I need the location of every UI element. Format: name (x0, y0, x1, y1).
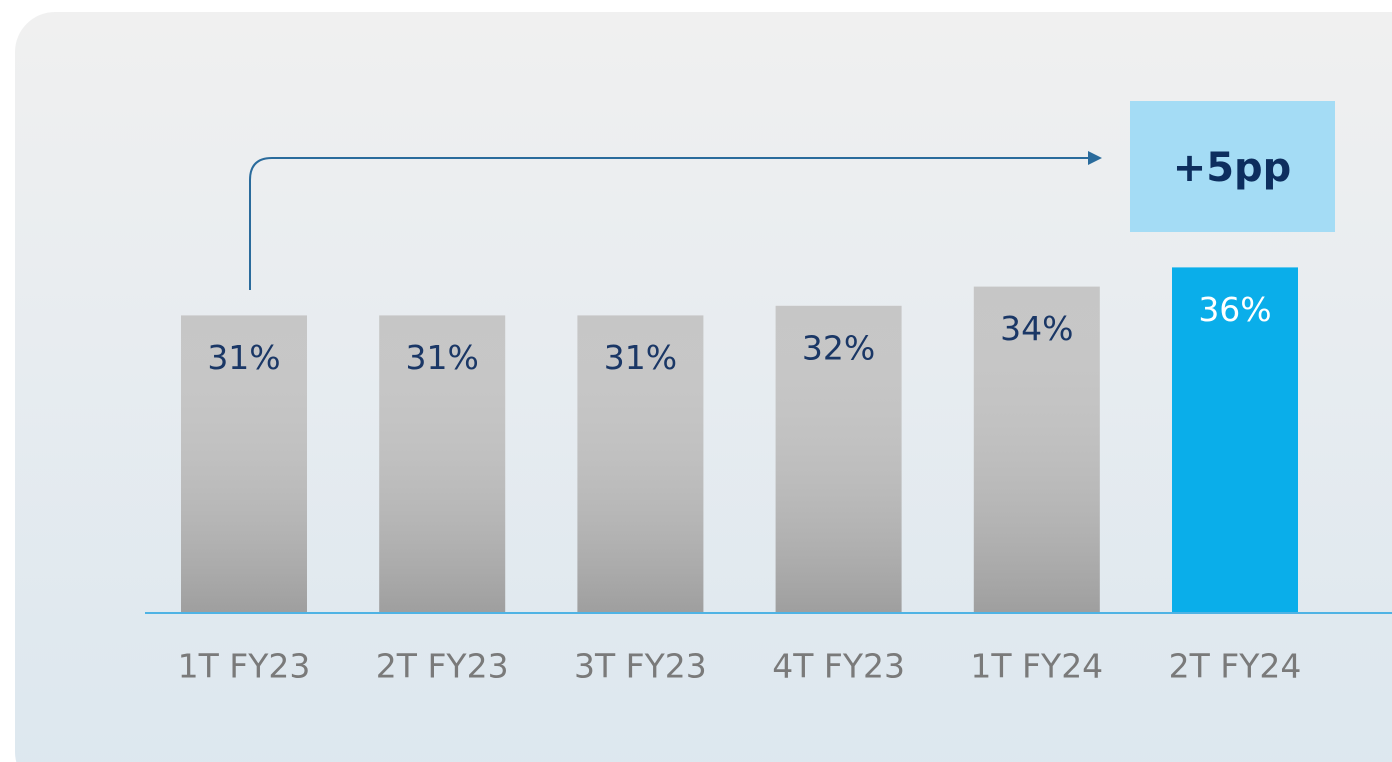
x-tick-label: 2T FY23 (376, 647, 509, 686)
trend-arrow (249, 157, 1090, 290)
annotation: +5pp (1173, 145, 1292, 191)
x-tick-label: 2T FY24 (1169, 647, 1302, 686)
bar-shade (775, 305, 902, 613)
value-label: 31% (406, 338, 479, 377)
annotation-box (1130, 101, 1335, 232)
bar-shade (577, 315, 704, 613)
x-tick-label: 1T FY24 (970, 647, 1103, 686)
value-label: 31% (207, 338, 280, 377)
x-tick-label: 3T FY23 (574, 647, 707, 686)
bar-shade (379, 315, 506, 613)
bar-shade (973, 286, 1100, 613)
value-label: 32% (802, 328, 875, 367)
bar-shade (181, 315, 307, 613)
value-label: 34% (1000, 309, 1073, 348)
value-label: 36% (1198, 290, 1271, 329)
bars: 31% 1T FY23 31% 2T FY23 31% 3T FY23 32% 4T FY23… (178, 267, 1302, 686)
x-tick-label: 4T FY23 (772, 647, 905, 686)
arrow-head (1088, 151, 1102, 165)
x-tick-label: 1T FY23 (178, 647, 311, 686)
value-label: 31% (604, 338, 677, 377)
bar (1172, 267, 1298, 613)
